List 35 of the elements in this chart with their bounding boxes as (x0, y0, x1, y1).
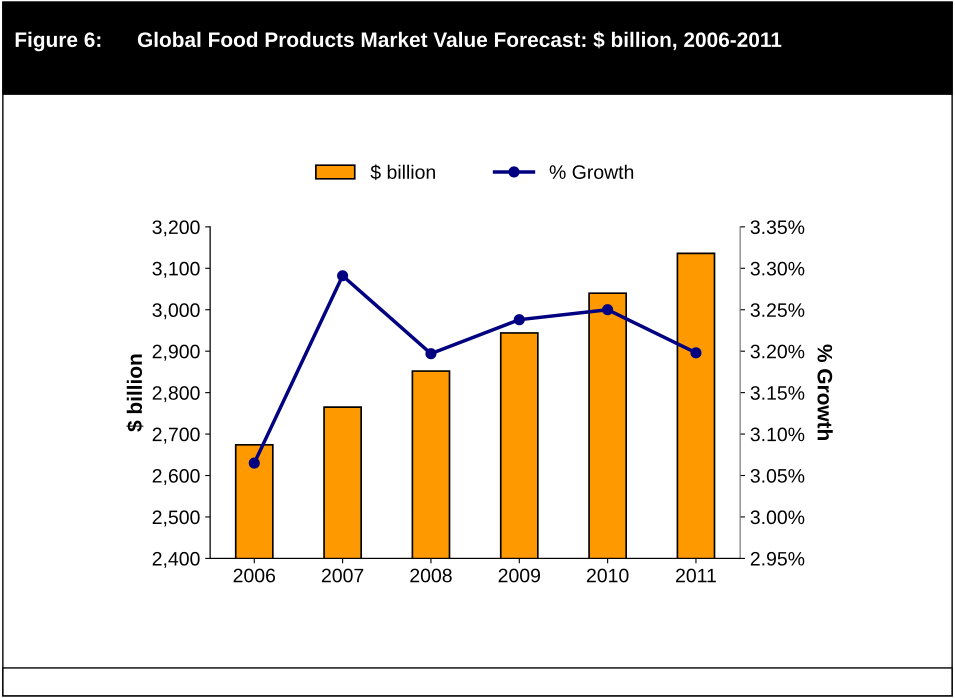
x-tick-label: 2010 (586, 568, 628, 582)
x-tick-label: 2006 (234, 568, 276, 582)
y2-tick-label: 3.10% (750, 428, 804, 442)
y-tick-label: 2,400 (152, 552, 200, 568)
y2-tick-label: 2.95% (750, 552, 804, 566)
y2-tick-label: 3.35% (750, 220, 804, 234)
x-tick-label: 2008 (410, 568, 452, 582)
y-tick-label: 2,700 (152, 428, 200, 444)
y-tick-label: 3,100 (152, 262, 200, 278)
y-tick-label: 3,200 (152, 220, 200, 236)
point (514, 314, 525, 326)
chart-title: Figure 6: Global Food Products Market Value Forecast: $ billion, 2006-2011 (16, 31, 782, 52)
point (425, 348, 436, 360)
point (602, 304, 614, 316)
y-tick-label: 3,000 (152, 303, 200, 320)
y-tick-label: 2,900 (152, 344, 200, 361)
point (248, 458, 260, 469)
y2-axis-title: % Growth (817, 344, 833, 440)
y2-tick-label: 3.25% (750, 303, 804, 317)
x-tick-label: 2009 (498, 568, 540, 582)
point (690, 347, 702, 358)
y2-tick-label: 3.05% (750, 468, 804, 483)
legend-label: $ billion (370, 164, 435, 180)
y2-tick-label: 3.00% (750, 510, 804, 524)
y2-tick-label: 3.15% (750, 386, 804, 400)
y2-tick-label: 3.20% (750, 344, 804, 358)
point (337, 270, 348, 282)
y-axis-title: $ billion (126, 354, 144, 432)
legend-label: % Growth (550, 164, 634, 179)
x-tick-label: 2007 (322, 568, 364, 582)
y-tick-label: 2,500 (152, 510, 200, 526)
y-tick-label: 2,800 (152, 386, 200, 402)
y-tick-label: 2,600 (152, 468, 200, 486)
y2-tick-label: 3.30% (750, 262, 804, 276)
x-tick-label: 2011 (676, 568, 716, 582)
